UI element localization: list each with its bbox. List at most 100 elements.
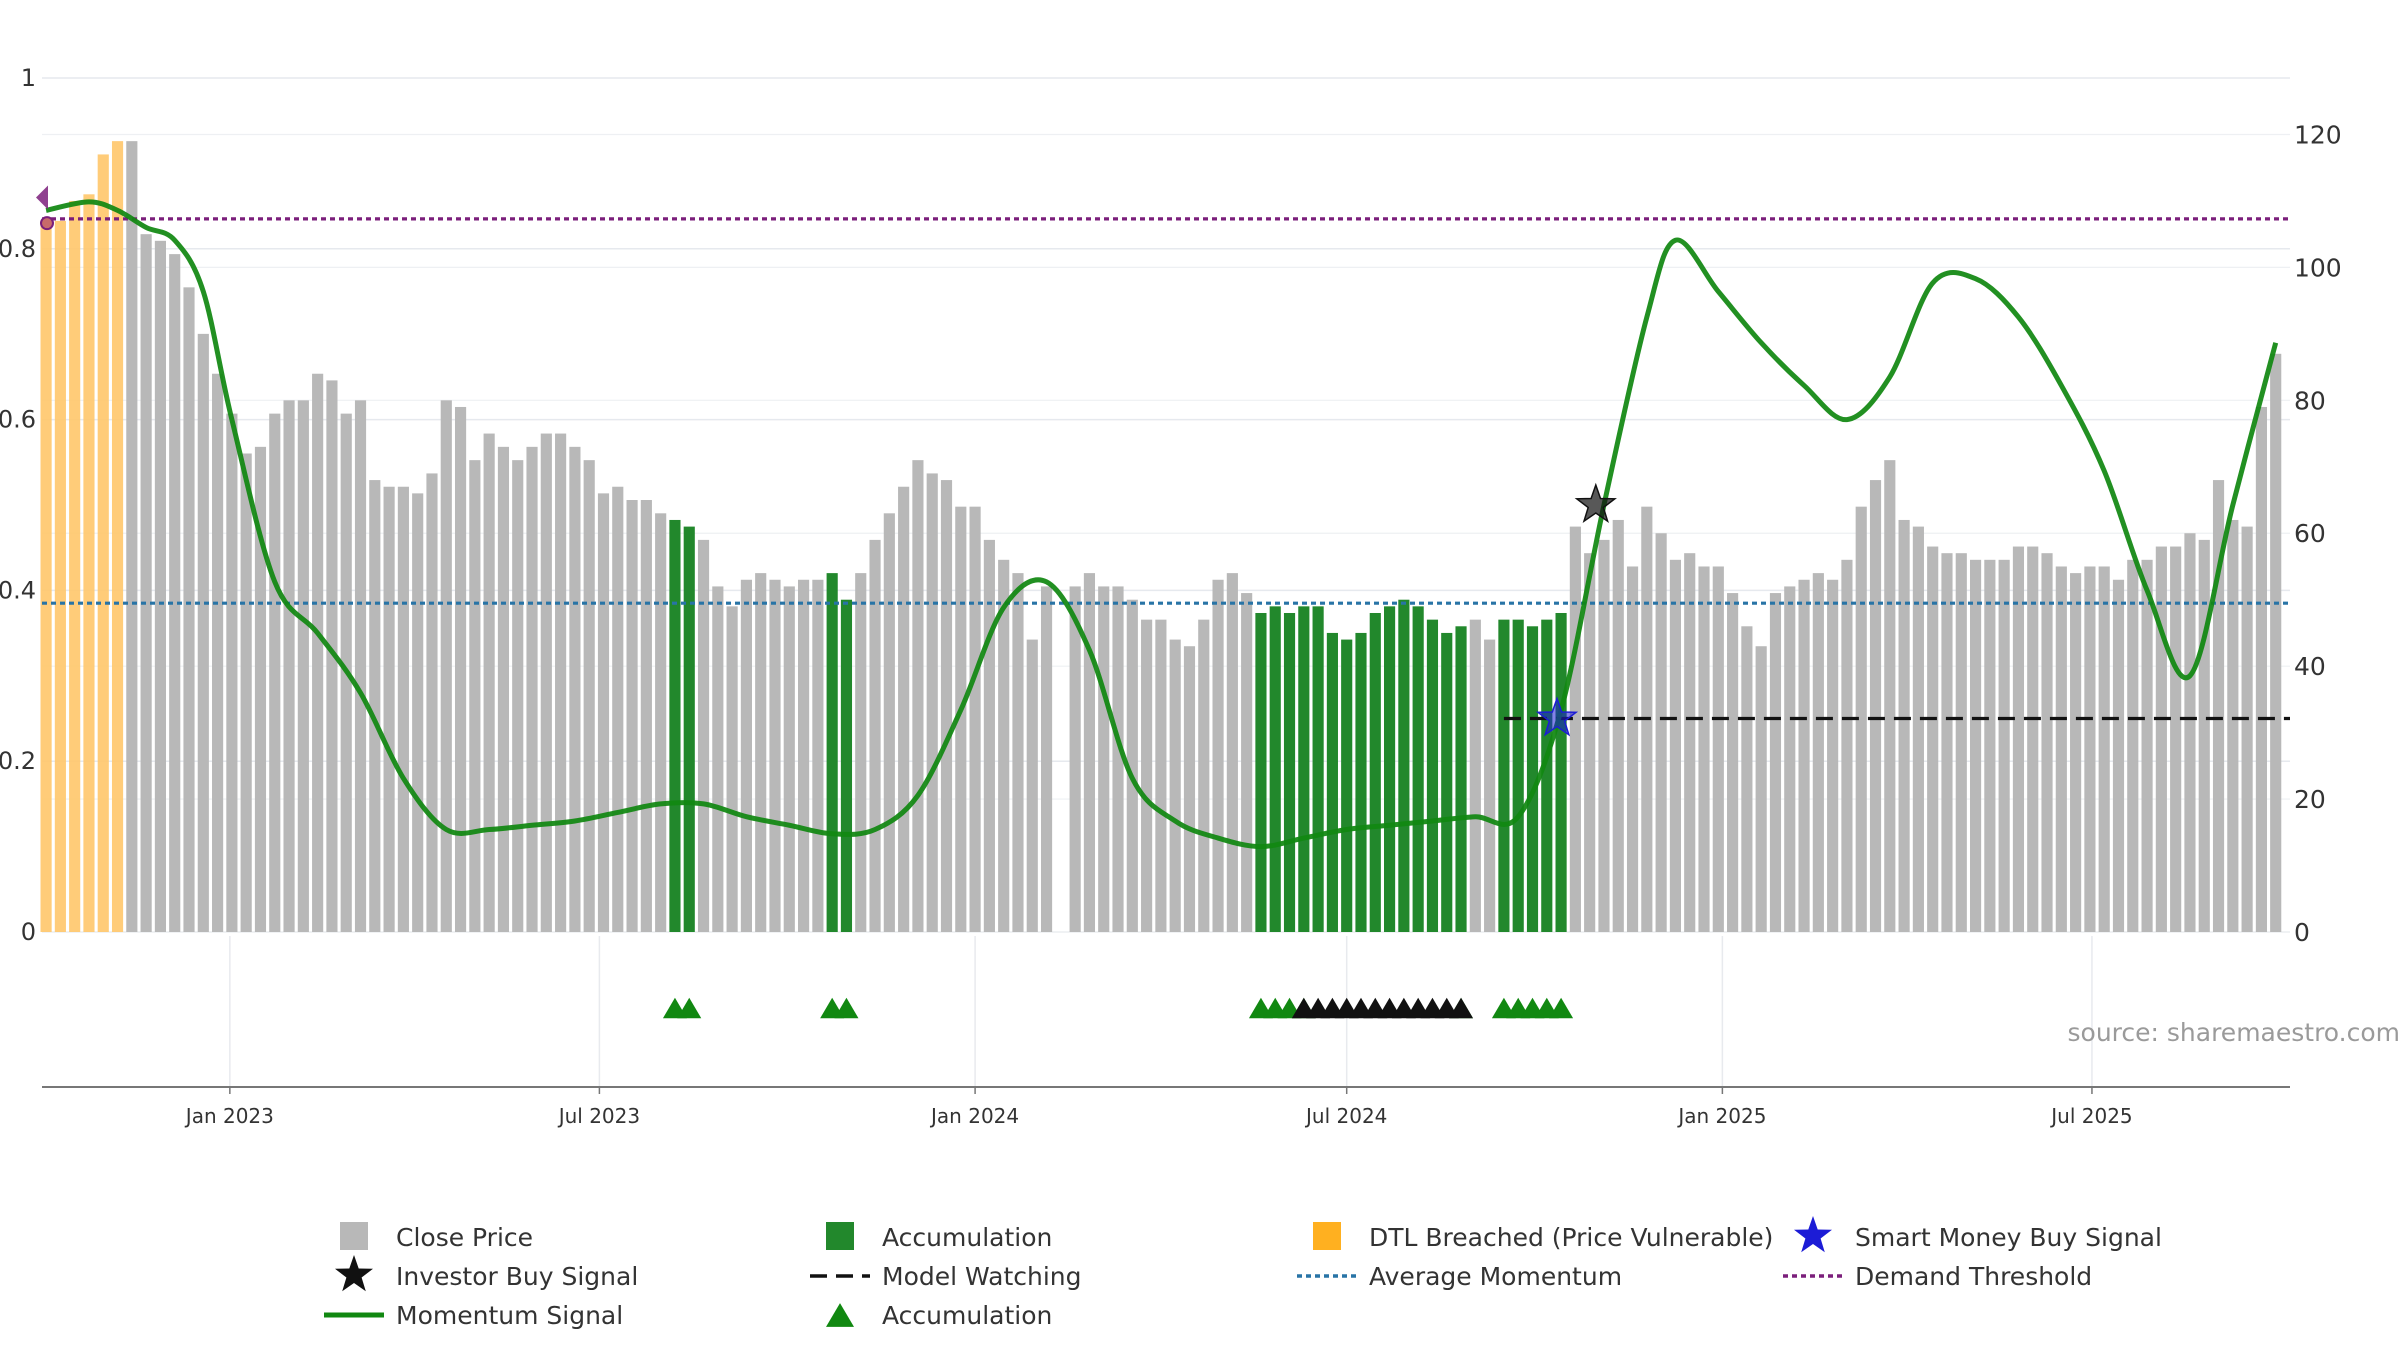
close-price-bar bbox=[154, 240, 166, 933]
close-price-bar bbox=[612, 486, 624, 932]
close-price-bar bbox=[1855, 506, 1867, 932]
close-price-bar bbox=[169, 254, 181, 933]
close-price-bar bbox=[1955, 553, 1967, 932]
legend-star-icon bbox=[335, 1255, 373, 1292]
close-price-bar bbox=[1669, 559, 1681, 932]
close-price-bar bbox=[2041, 553, 2053, 932]
close-price-bar bbox=[126, 141, 138, 933]
close-price-bar bbox=[2184, 533, 2196, 932]
marker-series bbox=[36, 185, 1617, 1019]
close-price-bar bbox=[2112, 579, 2125, 932]
close-price-bar bbox=[440, 400, 452, 932]
accumulation-bar bbox=[1512, 619, 1524, 932]
close-price-bar bbox=[912, 460, 924, 932]
close-price-bar bbox=[1727, 593, 1739, 932]
close-price-bar bbox=[1112, 586, 1124, 932]
close-price-bar bbox=[1126, 599, 1138, 932]
close-price-bar bbox=[1984, 559, 1996, 932]
legend-swatch bbox=[340, 1222, 368, 1250]
close-price-bar bbox=[1083, 573, 1096, 932]
legend-label: Smart Money Buy Signal bbox=[1855, 1223, 2162, 1252]
close-price-bar bbox=[1884, 460, 1896, 932]
close-price-bar bbox=[626, 500, 638, 932]
close-price-bar bbox=[855, 573, 867, 932]
close-price-bar bbox=[454, 406, 467, 932]
legend-label: Accumulation bbox=[882, 1223, 1052, 1252]
accumulation-bar bbox=[1541, 619, 1553, 932]
accumulation-bar bbox=[1455, 626, 1467, 932]
y-left-tick-label: 1 bbox=[21, 64, 36, 92]
close-price-bar bbox=[1827, 579, 1839, 932]
close-price-bar bbox=[712, 586, 724, 932]
legend-label: Average Momentum bbox=[1369, 1262, 1622, 1291]
close-price-bar bbox=[297, 400, 309, 932]
close-price-bar bbox=[726, 606, 738, 932]
legend-item: Model Watching bbox=[810, 1262, 1082, 1291]
y-right-tick-label: 120 bbox=[2294, 120, 2342, 149]
close-price-bar bbox=[183, 287, 195, 932]
y-left-tick-label: 0.4 bbox=[0, 576, 36, 604]
legend-label: DTL Breached (Price Vulnerable) bbox=[1369, 1223, 1773, 1252]
close-price-bar bbox=[197, 333, 209, 933]
accumulation-bar bbox=[1298, 606, 1310, 932]
close-price-bar bbox=[1012, 573, 1024, 932]
close-price-bar bbox=[2270, 353, 2282, 933]
legend: Close Price Accumulation DTL Breached (Pri… bbox=[324, 1216, 2162, 1330]
accumulation-bar bbox=[840, 599, 853, 932]
close-price-bar bbox=[555, 433, 567, 932]
accumulation-bar bbox=[683, 526, 695, 932]
close-price-bar bbox=[283, 400, 295, 932]
y-right-tick-label: 40 bbox=[2294, 652, 2326, 681]
accumulation-bar bbox=[1355, 632, 1367, 932]
y-right-tick-label: 20 bbox=[2294, 785, 2326, 814]
close-price-bar bbox=[926, 473, 938, 932]
close-price-bar bbox=[583, 460, 595, 932]
close-price-bar bbox=[697, 539, 710, 932]
close-price-bar bbox=[1912, 526, 1924, 932]
accumulation-bar bbox=[1283, 612, 1296, 932]
accumulation-bar bbox=[1555, 612, 1567, 932]
close-price-bar bbox=[1026, 639, 1038, 932]
bar-series bbox=[40, 141, 2282, 933]
close-price-bar bbox=[1941, 553, 1953, 932]
accumulation-bar bbox=[1312, 606, 1324, 932]
close-price-bar bbox=[254, 446, 267, 932]
close-price-bar bbox=[1626, 566, 1639, 932]
close-price-bar bbox=[1155, 619, 1167, 932]
legend-item: Momentum Signal bbox=[324, 1301, 623, 1330]
close-price-bar bbox=[512, 460, 524, 932]
accumulation-triangle bbox=[677, 997, 702, 1019]
accumulation-bar bbox=[1426, 619, 1439, 932]
close-price-bar bbox=[1969, 559, 1982, 932]
close-price-bar bbox=[2070, 573, 2082, 932]
dtl-breached-bar bbox=[69, 200, 81, 933]
close-price-bar bbox=[240, 453, 252, 932]
legend-swatch bbox=[1313, 1222, 1341, 1250]
legend-item: Accumulation bbox=[826, 1222, 1052, 1252]
accumulation-bar bbox=[1341, 639, 1353, 932]
legend-swatch bbox=[826, 1222, 854, 1250]
legend-label: Accumulation bbox=[882, 1301, 1052, 1330]
x-tick-label: Jul 2023 bbox=[557, 1104, 640, 1128]
close-price-bar bbox=[1755, 646, 1767, 932]
close-price-bar bbox=[2241, 526, 2253, 932]
x-tick-label: Jan 2025 bbox=[1676, 1104, 1766, 1128]
close-price-bar bbox=[1226, 573, 1238, 932]
accumulation-bar bbox=[1255, 612, 1267, 932]
legend-label: Model Watching bbox=[882, 1262, 1082, 1291]
legend-item: Investor Buy Signal bbox=[335, 1255, 638, 1292]
close-price-bar bbox=[526, 446, 538, 932]
close-price-bar bbox=[2127, 559, 2139, 932]
line-series bbox=[42, 199, 2290, 850]
accumulation-triangle bbox=[1549, 997, 1574, 1019]
y-right-tick-label: 100 bbox=[2294, 253, 2342, 282]
close-price-bar bbox=[354, 400, 367, 932]
close-price-bar bbox=[2084, 566, 2096, 932]
close-price-bar bbox=[798, 579, 810, 932]
close-price-bar bbox=[469, 460, 481, 932]
x-tick-label: Jan 2024 bbox=[929, 1104, 1019, 1128]
y-left-tick-label: 0.8 bbox=[0, 235, 36, 263]
close-price-bar bbox=[955, 506, 967, 932]
legend-triangle-icon bbox=[826, 1303, 854, 1327]
